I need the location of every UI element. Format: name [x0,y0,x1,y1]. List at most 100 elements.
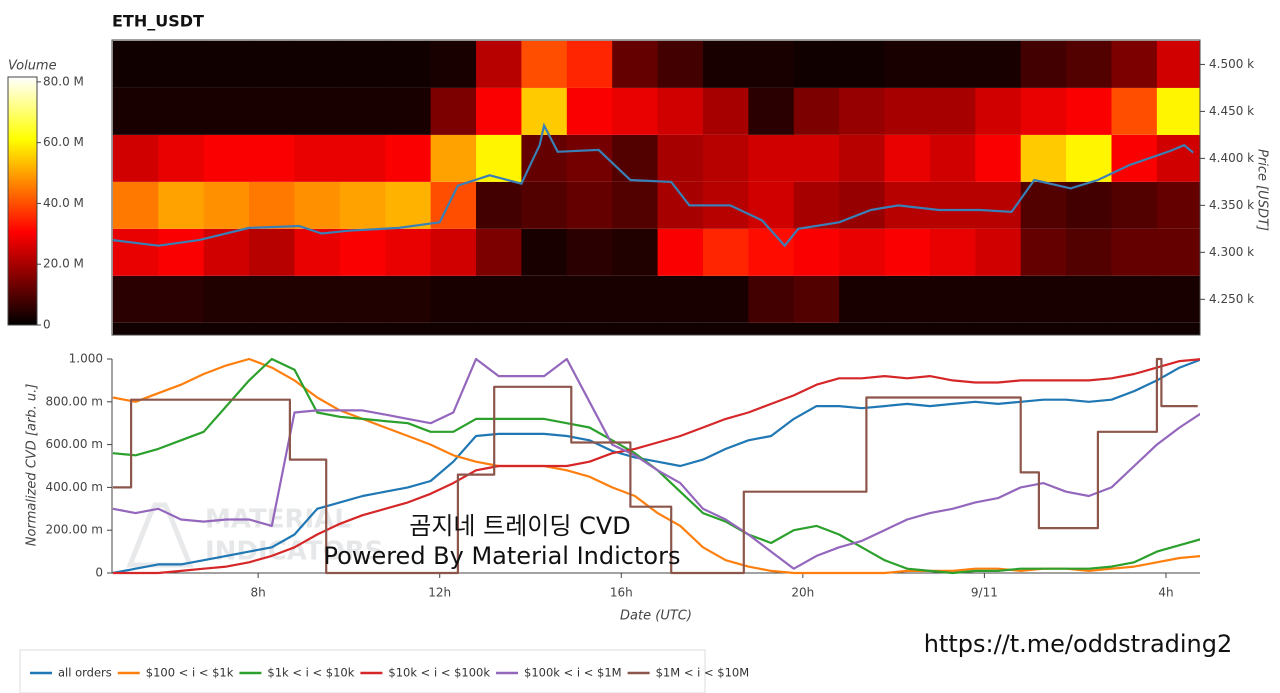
heat-cell [929,181,976,229]
heat-cell [430,40,477,88]
cvd-line [112,357,1200,570]
heat-cell [1111,322,1158,335]
overlay-caption: 곰지네 트레이딩 CVD [409,512,630,540]
cvd-line [112,357,1198,575]
heat-cell [294,228,341,276]
heat-cell [112,40,159,88]
heat-cell [203,322,250,335]
heat-cell [158,40,205,88]
heat-cell [975,275,1022,323]
heat-cell [1111,275,1158,323]
cvd-line [112,357,1200,575]
y-tick-label: 4.300 k [1209,245,1254,259]
heat-cell [203,40,250,88]
heat-cell [1066,134,1112,182]
heat-cell [249,134,295,182]
heat-cell [566,40,613,88]
legend-label: $100k < i < $1M [524,666,622,680]
heat-cell [793,40,840,88]
colorbar-label: Volume [8,59,57,74]
heat-cell [748,134,795,182]
y-tick-label: 600.00 m [46,437,104,451]
heat-cell [385,322,432,335]
y-tick-label: 4.500 k [1209,57,1254,71]
heat-cell [1156,275,1200,323]
heat-cell [748,87,795,135]
heat-cell [793,322,840,335]
heat-cell [566,275,613,323]
heat-cell [203,228,250,276]
heat-cell [203,87,250,135]
heat-cell [612,40,659,88]
heat-cell [975,181,1022,229]
heat-cell [339,228,386,276]
x-tick-label: 12h [428,586,451,600]
heat-cell [657,87,704,135]
legend-label: $10k < i < $100k [388,666,490,680]
heatmap [112,40,1200,335]
heat-cell [112,87,159,135]
heat-cell [294,275,341,323]
heat-cell [158,134,205,182]
heat-cell [521,275,568,323]
x-tick-label: 4h [1158,586,1173,600]
legend-box [19,649,706,693]
heat-cell [839,275,886,323]
colorbar-tick-label: 20.0 M [43,257,84,271]
watermark-text: INDICATORS [205,537,383,567]
heat-cell [476,228,522,276]
heat-cell [975,134,1022,182]
heat-cell [839,228,886,276]
heat-cell [112,275,159,323]
heat-cell [566,87,613,135]
heat-cell [1066,87,1112,135]
heat-cell [1020,87,1067,135]
heat-cell [748,40,795,88]
colorbar-tick-label: 60.0 M [43,135,84,149]
heat-cell [249,40,295,88]
heat-cell [203,275,250,323]
heat-cell [839,181,886,229]
heat-cell [748,322,795,335]
y-tick-label: 4.400 k [1209,151,1254,165]
heat-cell [294,40,341,88]
cvd-line [112,358,1200,575]
heat-cell [339,322,386,335]
heat-cell [158,322,205,335]
heat-cell [702,322,749,335]
watermark-logo [126,502,194,568]
heat-cell [657,228,704,276]
heat-cell [339,134,386,182]
x-tick-label: 9/11 [971,586,998,600]
heat-cell [249,322,295,335]
heat-cell [1156,181,1200,229]
heat-cell [793,275,840,323]
heat-cell [702,40,749,88]
heat-cell [702,134,749,182]
heat-cell [476,134,522,182]
heat-cell [521,228,568,276]
heat-cell [521,322,568,335]
heat-cell [203,134,250,182]
heat-cell [476,275,522,323]
heat-cell [566,181,613,229]
legend-label: all orders [58,666,112,680]
heat-cell [1111,228,1158,276]
heat-cell [566,322,613,335]
heat-cell [1066,181,1112,229]
overlay-credit: Powered By Material Indictors [324,542,681,570]
heat-cell [566,134,613,182]
heat-cell [1156,322,1200,335]
heat-cell [430,181,477,229]
heat-cell [385,228,432,276]
colorbar-tick-label: 40.0 M [43,196,84,210]
heat-cell [884,87,931,135]
heat-cell [884,228,931,276]
heat-cell [839,40,886,88]
heat-cell [1156,228,1200,276]
heat-cell [339,40,386,88]
x-axis-label: Date (UTC) [620,609,692,624]
heat-cell [339,275,386,323]
heat-cell [1156,134,1200,182]
